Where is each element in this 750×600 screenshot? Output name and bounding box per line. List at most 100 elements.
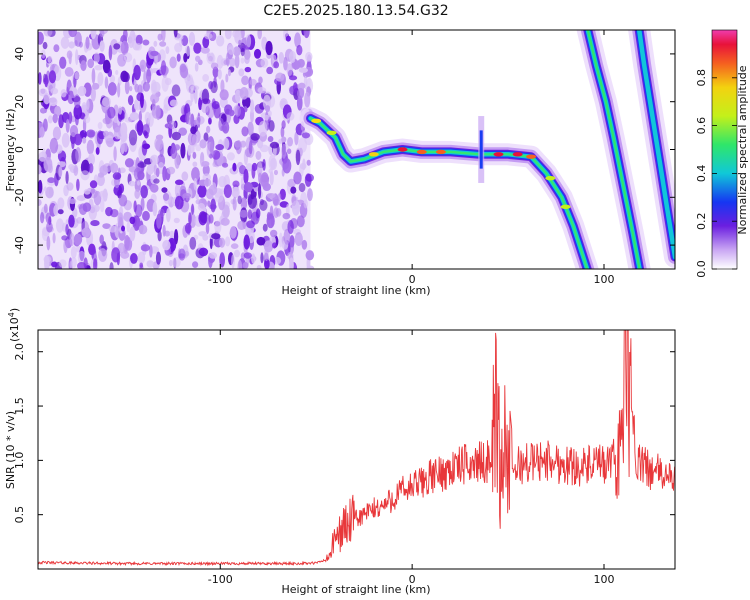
noise-blob — [298, 67, 308, 73]
track-hotspot — [311, 118, 322, 124]
noise-blob — [137, 162, 147, 168]
noise-blob — [90, 30, 97, 40]
noise-blob — [147, 112, 154, 127]
noise-blob — [233, 46, 241, 57]
noise-blob — [207, 200, 211, 207]
noise-blob — [107, 106, 116, 119]
noise-blob — [47, 56, 52, 63]
noise-blob — [219, 89, 229, 101]
noise-blob — [146, 164, 154, 175]
noise-blob — [124, 158, 134, 168]
noise-blob — [262, 223, 268, 232]
noise-blob — [194, 89, 198, 104]
noise-blob — [254, 103, 264, 114]
noise-blob — [193, 42, 202, 54]
noise-blob — [153, 178, 160, 184]
noise-blob — [94, 64, 103, 71]
noise-blob — [77, 261, 87, 269]
noise-blob — [214, 220, 222, 234]
noise-blob — [247, 121, 254, 136]
noise-blob — [229, 57, 236, 68]
noise-blob — [146, 59, 152, 69]
noise-blob — [155, 105, 161, 121]
noise-blob — [257, 87, 267, 94]
noise-blob — [102, 117, 112, 125]
noise-blob — [73, 94, 81, 109]
noise-blob — [143, 70, 147, 85]
noise-blob — [243, 168, 249, 185]
noise-blob — [198, 211, 208, 226]
noise-blob — [150, 50, 159, 57]
noise-blob — [120, 40, 129, 56]
noise-blob — [206, 125, 211, 134]
noise-blob — [76, 178, 80, 192]
noise-blob — [44, 74, 49, 88]
noise-blob — [280, 126, 285, 138]
noise-blob — [190, 88, 194, 103]
noise-blob — [163, 104, 169, 114]
noise-blob — [259, 144, 269, 153]
noise-blob — [43, 255, 52, 263]
noise-blob — [307, 188, 313, 202]
noise-blob — [161, 187, 168, 193]
noise-blob — [96, 174, 105, 187]
track-hotspot — [435, 149, 446, 155]
noise-blob — [293, 171, 302, 185]
noise-blob — [172, 257, 181, 268]
noise-blob — [135, 34, 143, 45]
noise-blob — [99, 165, 109, 176]
noise-blob — [83, 115, 91, 124]
noise-blob — [121, 225, 126, 232]
snr-ticks: -100 0 100 0.5 1.0 1.5 2.0 — [13, 330, 675, 586]
noise-blob — [264, 114, 269, 121]
noise-blob — [73, 164, 79, 176]
snr-y-tick-label: 1.0 — [13, 452, 26, 470]
noise-blob — [183, 52, 188, 63]
noise-blob — [139, 59, 147, 72]
noise-blob — [134, 43, 142, 51]
noise-blob — [273, 61, 280, 69]
noise-blob — [198, 231, 208, 237]
noise-blob — [129, 85, 133, 92]
track-hotspot — [545, 175, 556, 181]
noise-blob — [188, 31, 196, 46]
noise-blob — [208, 214, 214, 224]
noise-blob — [282, 212, 291, 220]
noise-blob — [195, 193, 200, 200]
noise-blob — [154, 136, 164, 151]
noise-blob — [156, 213, 162, 229]
noise-blob — [68, 111, 73, 124]
noise-blob — [97, 122, 103, 130]
noise-blob — [115, 69, 119, 75]
noise-blob — [64, 67, 74, 77]
noise-blob — [146, 68, 152, 84]
noise-blob — [287, 136, 294, 147]
noise-blob — [99, 234, 104, 245]
noise-blob — [174, 42, 183, 53]
noise-blob — [250, 99, 255, 113]
noise-blob — [305, 51, 313, 62]
noise-blob — [85, 36, 90, 49]
noise-blob — [286, 112, 295, 121]
noise-blob — [211, 233, 221, 240]
noise-blob — [283, 228, 291, 245]
noise-blob — [272, 242, 277, 249]
spectrogram-y-axis-label: Frequency (Hz) — [4, 109, 17, 192]
noise-blob — [273, 169, 279, 176]
noise-blob — [161, 30, 166, 42]
noise-blob — [113, 146, 117, 162]
noise-blob — [65, 219, 69, 226]
noise-blob — [39, 126, 45, 138]
noise-blob — [232, 196, 237, 211]
noise-blob — [291, 60, 301, 70]
noise-blob — [221, 204, 230, 219]
noise-blob — [112, 116, 120, 123]
noise-blob — [210, 140, 214, 157]
noise-blob — [269, 171, 274, 186]
snr-series-line — [38, 330, 675, 567]
noise-blob — [76, 217, 83, 224]
noise-blob — [287, 220, 294, 235]
noise-blob — [40, 211, 45, 224]
noise-blob — [296, 44, 303, 56]
noise-blob — [128, 34, 135, 49]
